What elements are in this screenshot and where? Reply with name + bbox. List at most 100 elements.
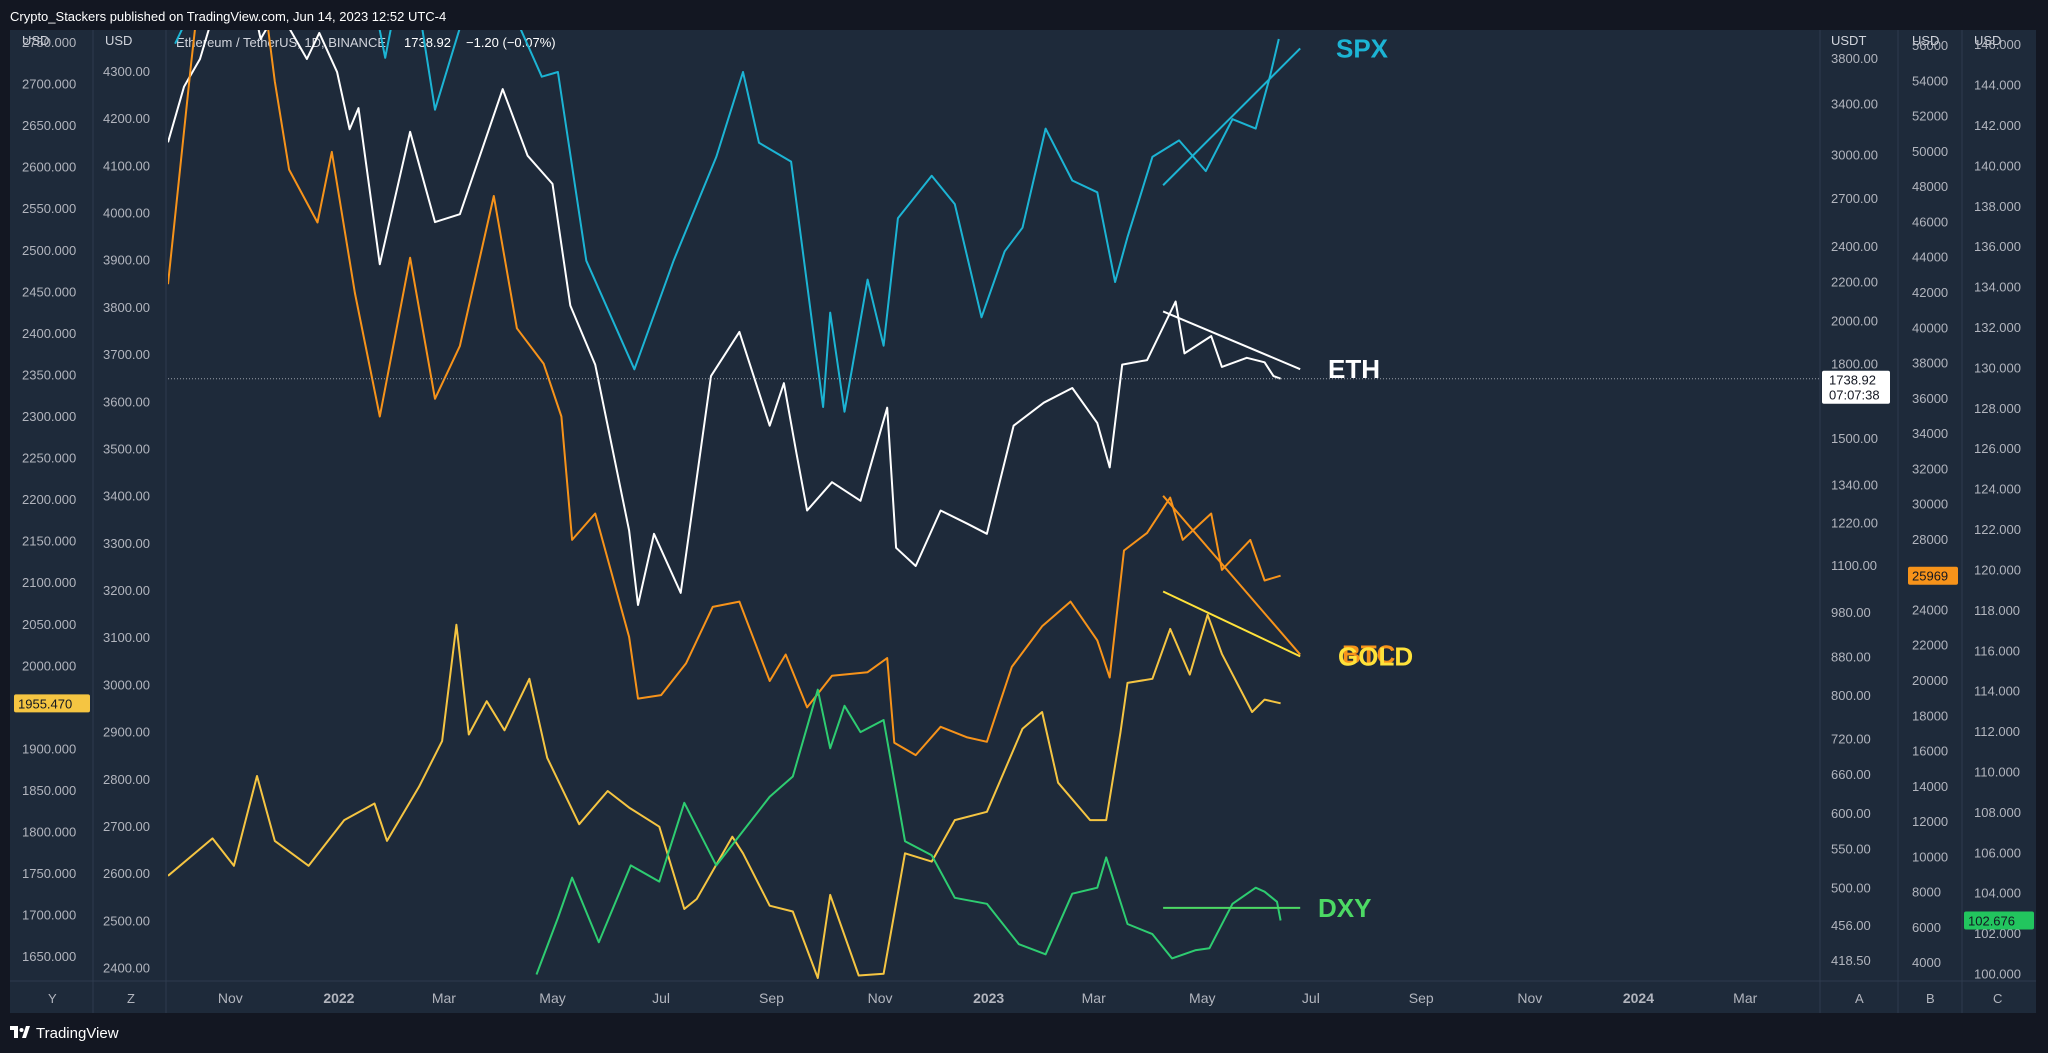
tick-label-btc: 40000 (1912, 320, 1948, 335)
x-tick-label: Mar (432, 990, 456, 1006)
tick-label-eth: 2200.00 (1831, 275, 1878, 290)
last-value-eth-bg (1822, 370, 1890, 404)
tick-label-btc: 16000 (1912, 744, 1948, 759)
axis-title-eth: USDT (1831, 33, 1866, 48)
symbol-change: −1.20 (−0.07%) (466, 35, 556, 50)
tick-label-gold: 2150.000 (22, 534, 76, 549)
tick-label-btc: 48000 (1912, 179, 1948, 194)
tick-label-gold: 2600.000 (22, 160, 76, 175)
tick-label-eth: 1340.00 (1831, 477, 1878, 492)
brand-name[interactable]: TradingView (36, 1024, 119, 1042)
publisher-header: Crypto_Stackers published on TradingView… (0, 0, 2048, 32)
x-tick-label: Mar (1733, 990, 1757, 1006)
countdown-eth: 07:07:38 (1829, 388, 1880, 403)
tick-label-gold: 1900.000 (22, 741, 76, 756)
tick-label-dxy: 138.000 (1974, 199, 2021, 214)
tick-label-gold: 2550.000 (22, 201, 76, 216)
chart-background (10, 30, 2036, 1013)
tick-label-spx: 2600.00 (103, 866, 150, 881)
series-group (168, 30, 1282, 979)
tick-label-btc: 30000 (1912, 497, 1948, 512)
tick-label-eth: 980.00 (1831, 605, 1871, 620)
tick-label-dxy: 140.000 (1974, 158, 2021, 173)
x-tick-label: 2024 (1623, 990, 1654, 1006)
tick-label-gold: 1800.000 (22, 825, 76, 840)
tradingview-logo-icon[interactable] (10, 1026, 30, 1040)
publisher-text: Crypto_Stackers published on TradingView… (10, 8, 447, 24)
series-line-gold[interactable] (168, 613, 1281, 979)
last-value-btc-bg (1908, 566, 1958, 585)
tick-label-dxy: 120.000 (1974, 562, 2021, 577)
tick-label-gold: 2250.000 (22, 451, 76, 466)
series-line-btc[interactable] (168, 30, 1281, 757)
trend-line-btc[interactable] (1162, 495, 1301, 656)
tick-label-btc: 36000 (1912, 391, 1948, 406)
tick-label-btc: 10000 (1912, 849, 1948, 864)
tick-label-dxy: 142.000 (1974, 118, 2021, 133)
tick-label-spx: 3500.00 (103, 441, 150, 456)
trend-line-gold[interactable] (1162, 590, 1301, 658)
axis-title-gold: USD (22, 33, 49, 48)
tick-label-dxy: 134.000 (1974, 280, 2021, 295)
tick-label-gold: 2750.000 (22, 35, 76, 50)
symbol-price: 1738.92 (404, 35, 451, 50)
x-tick-label: Sep (759, 990, 784, 1006)
tick-label-eth: 456.00 (1831, 918, 1871, 933)
tick-label-spx: 2800.00 (103, 772, 150, 787)
series-line-eth[interactable] (168, 30, 1281, 606)
tick-label-eth: 720.00 (1831, 731, 1871, 746)
tick-label-dxy: 128.000 (1974, 401, 2021, 416)
tick-label-spx: 3200.00 (103, 583, 150, 598)
tick-label-btc: 56000 (1912, 38, 1948, 53)
tick-label-spx: 3100.00 (103, 630, 150, 645)
tick-label-spx: 3000.00 (103, 677, 150, 692)
tick-label-dxy: 136.000 (1974, 239, 2021, 254)
x-tick-label: Nov (1517, 990, 1542, 1006)
trend-line-eth[interactable] (1162, 310, 1301, 371)
x-tick-label: Nov (218, 990, 243, 1006)
axis-bottom-label-gold: Y (48, 991, 57, 1006)
tick-label-gold: 2300.000 (22, 409, 76, 424)
tick-label-eth: 3400.00 (1831, 96, 1878, 111)
tick-label-dxy: 126.000 (1974, 441, 2021, 456)
tick-label-btc: 50000 (1912, 144, 1948, 159)
tick-label-eth: 1800.00 (1831, 357, 1878, 372)
tick-label-dxy: 102.000 (1974, 926, 2021, 941)
tick-label-dxy: 110.000 (1974, 765, 2020, 780)
tick-label-gold: 1650.000 (22, 949, 76, 964)
symbol-name: Ethereum / TetherUS, 1D, BINANCE (176, 35, 386, 50)
tick-label-spx: 2500.00 (103, 913, 150, 928)
tick-label-dxy: 146.000 (1974, 37, 2021, 52)
series-line-dxy[interactable] (535, 688, 1282, 975)
tick-label-gold: 2400.000 (22, 326, 76, 341)
axis-bottom-label-btc: B (1926, 991, 1935, 1006)
tick-label-btc: 54000 (1912, 73, 1948, 88)
x-tick-label: May (539, 990, 565, 1006)
tick-label-eth: 880.00 (1831, 649, 1871, 664)
tick-label-btc: 12000 (1912, 814, 1948, 829)
series-label-btc: BTC (1342, 640, 1396, 670)
tick-label-spx: 2700.00 (103, 819, 150, 834)
tick-label-eth: 418.50 (1831, 953, 1871, 968)
tick-label-gold: 2050.000 (22, 617, 76, 632)
tick-label-btc: 44000 (1912, 250, 1948, 265)
tick-label-eth: 2400.00 (1831, 239, 1878, 254)
last-value-gold: 1955.470 (18, 696, 72, 711)
last-value-dxy-bg (1964, 911, 2034, 930)
axis-title-spx: USD (105, 33, 132, 48)
tick-label-eth: 1220.00 (1831, 516, 1878, 531)
tick-label-btc: 8000 (1912, 885, 1941, 900)
footer-bar: TradingView (0, 1013, 2048, 1053)
tick-label-btc: 38000 (1912, 356, 1948, 371)
chart-area[interactable]: Ethereum / TetherUS, 1D, BINANCE 1738.92−… (0, 30, 2048, 1013)
tick-label-btc: 32000 (1912, 461, 1948, 476)
tick-label-btc: 6000 (1912, 920, 1941, 935)
x-tick-label: Jul (652, 990, 670, 1006)
tick-label-gold: 2200.000 (22, 492, 76, 507)
tick-label-dxy: 144.000 (1974, 78, 2021, 93)
tick-label-eth: 3000.00 (1831, 148, 1878, 163)
trend-line-spx[interactable] (1162, 47, 1301, 186)
tick-label-dxy: 116.000 (1974, 643, 2020, 658)
series-line-spx[interactable] (174, 30, 1280, 413)
tick-label-spx: 3300.00 (103, 536, 150, 551)
